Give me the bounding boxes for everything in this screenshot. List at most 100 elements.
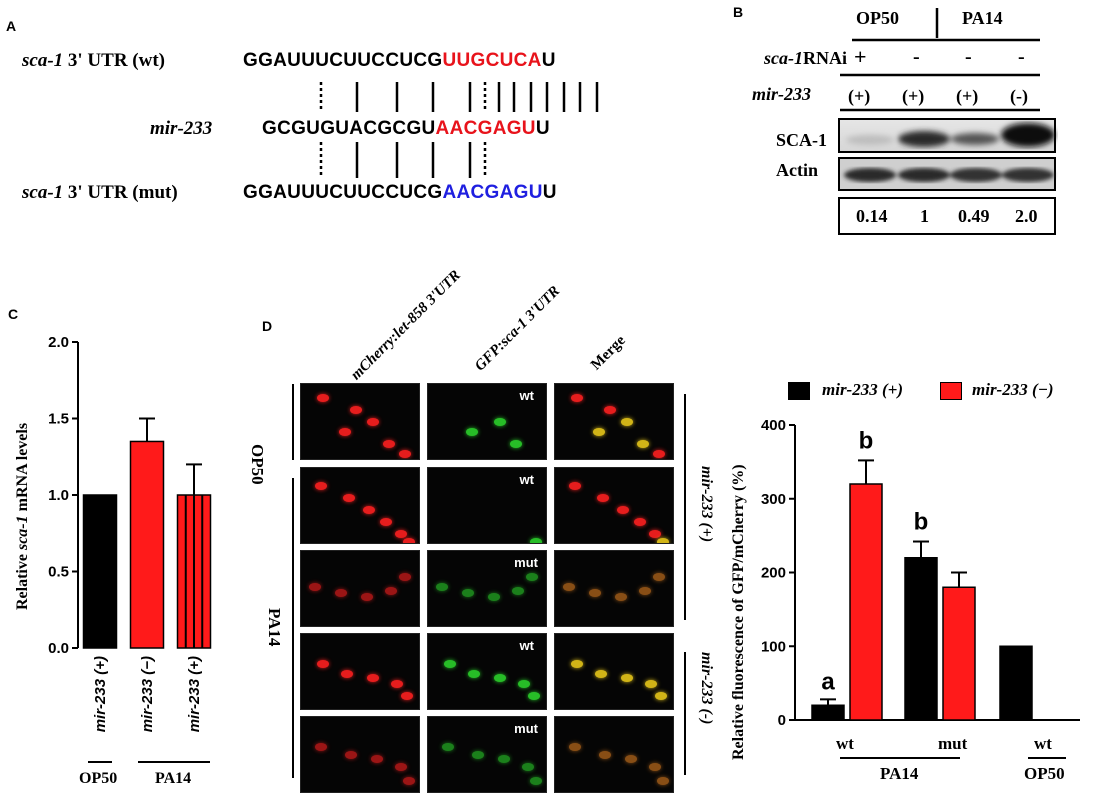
b-ratio-4: 2.0	[1015, 206, 1038, 226]
d-ytick-label: 200	[761, 565, 786, 582]
d-bar	[811, 704, 845, 721]
cell-tag: mut	[514, 721, 538, 736]
nucleus	[657, 538, 669, 543]
wt-seq-seed: UUGCUCA	[442, 50, 542, 71]
c-group-op50: OP50	[79, 770, 118, 787]
chart-d: 0 100 200 300 400 a b b	[761, 417, 1080, 729]
legend-label-plus: mir-233 (+)	[822, 380, 903, 399]
c-ytick-label: 1.0	[48, 487, 69, 504]
cell-tag: wt	[519, 638, 534, 653]
c-ytick-label: 2.0	[48, 334, 69, 351]
b-header-rules	[840, 8, 1040, 112]
nucleus	[530, 538, 542, 543]
b-ratio-3: 0.49	[958, 206, 990, 226]
panel-b-label: B	[733, 4, 744, 20]
mir-seq-black: GCGUGUACGCGU	[262, 118, 436, 139]
nucleus	[571, 394, 583, 402]
nucleus	[341, 670, 353, 678]
b-rnai-label: sca-1RNAi	[764, 48, 847, 69]
cell-tag: wt	[519, 472, 534, 487]
nucleus	[343, 494, 355, 502]
nucleus	[385, 587, 397, 595]
nucleus	[444, 660, 456, 668]
c-ytick-label: 0.0	[48, 640, 69, 657]
nucleus	[637, 440, 649, 448]
nucleus	[494, 418, 506, 426]
mir-label-a: mir-233	[150, 118, 213, 139]
wt-seq-black: GGAUUUCUUCCUCG	[243, 50, 443, 71]
nucleus	[569, 482, 581, 490]
b-mir-sign-2: (+)	[902, 86, 925, 106]
microscopy-cell	[300, 467, 420, 544]
nucleus	[401, 692, 413, 700]
nucleus	[472, 751, 484, 759]
panel-d-label: D	[262, 318, 273, 334]
nucleus	[317, 394, 329, 402]
nucleus	[655, 692, 667, 700]
c-bars	[82, 417, 212, 649]
c-ylabel-post: mRNA levels	[14, 422, 31, 516]
mut-seq-mutated: AACGAGU	[442, 182, 543, 203]
nucleus	[522, 763, 534, 771]
c-xtick-label: mir-233 (+)	[186, 656, 203, 732]
nucleus	[639, 587, 651, 595]
d-group-op50: OP50	[1024, 764, 1065, 783]
b-mir-sign-3: (+)	[956, 86, 979, 106]
nucleus	[488, 593, 500, 601]
d-significance-letter: a	[821, 668, 835, 695]
nucleus	[367, 674, 379, 682]
nucleus	[436, 583, 448, 591]
microscopy-cell	[300, 550, 420, 627]
microscopy-cell: mut	[427, 716, 547, 793]
nucleus	[518, 680, 530, 688]
microscopy-cell	[554, 467, 674, 544]
nucleus	[589, 589, 601, 597]
d-ylabel: Relative fluorescence of GFP/mCherry (%)	[730, 464, 747, 760]
d-ytick-label: 300	[761, 491, 786, 508]
nucleus	[403, 777, 415, 785]
nucleus	[399, 573, 411, 581]
nucleus	[649, 530, 661, 538]
microscopy-cell: wt	[427, 633, 547, 710]
wt-gene-name: sca-1	[22, 50, 64, 71]
d-xlabel-wt-op50: wt	[1034, 734, 1052, 753]
mut-seq-black: GGAUUUCUUCCUCG	[243, 182, 443, 203]
wt-utr-label: sca-1 3' UTR (wt)	[22, 50, 165, 72]
d-col-gfp: GFP:sca-1 3'UTR	[472, 283, 564, 375]
d-row-op50: OP50	[248, 444, 267, 485]
nucleus	[657, 777, 669, 785]
nucleus	[597, 494, 609, 502]
nucleus	[442, 743, 454, 751]
microscopy-cell	[554, 633, 674, 710]
nucleus	[339, 428, 351, 436]
panel-a-label: A	[6, 18, 17, 34]
d-bars: a b b	[811, 427, 1033, 721]
d-significance-letter: b	[914, 509, 929, 536]
nucleus	[466, 428, 478, 436]
mir-seq-end: U	[535, 118, 550, 139]
mut-sequence: GGAUUUCUUCCUCGAACGAGUU	[243, 182, 557, 204]
c-ytick-label: 1.5	[48, 411, 69, 428]
d-xlabel-wt: wt	[836, 734, 854, 753]
mir-sequence: GCGUGUACGCGUAACGAGUU	[262, 118, 550, 140]
mir-seq-seed: AACGAGU	[435, 118, 536, 139]
c-xtick-label: mir-233 (+)	[92, 656, 109, 732]
b-rnai-suffix: RNAi	[803, 48, 847, 68]
nucleus	[380, 518, 392, 526]
nucleus	[395, 763, 407, 771]
nucleus	[595, 670, 607, 678]
nucleus	[468, 670, 480, 678]
b-ratio-2: 1	[920, 206, 929, 226]
c-ytick-label: 0.5	[48, 564, 69, 581]
nucleus	[383, 440, 395, 448]
b-rnai-sign-2: -	[913, 46, 920, 68]
d-bar	[942, 586, 976, 721]
legend-label-minus: mir-233 (−)	[972, 380, 1054, 399]
nucleus	[569, 743, 581, 751]
b-mir-sign-4: (-)	[1010, 86, 1028, 106]
nucleus	[315, 482, 327, 490]
d-group-rules	[840, 757, 1066, 759]
b-op50-header: OP50	[856, 8, 899, 28]
microscopy-cell	[300, 716, 420, 793]
nucleus	[621, 674, 633, 682]
